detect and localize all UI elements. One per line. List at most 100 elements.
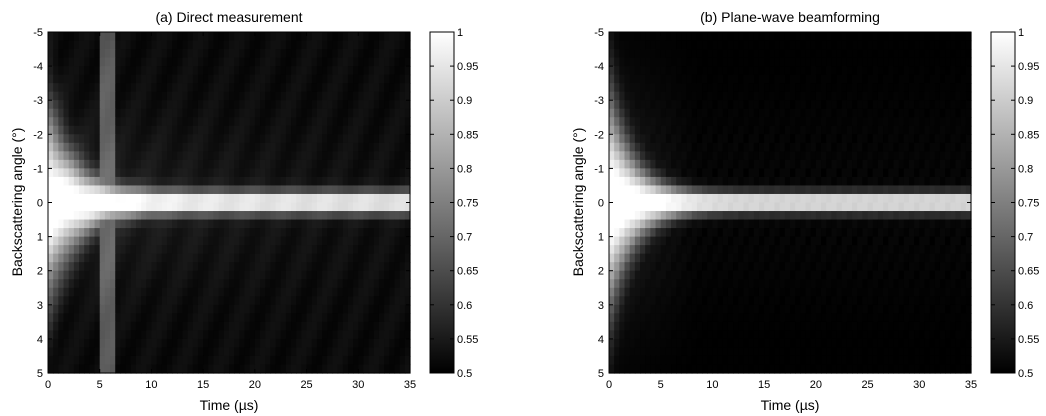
heatmap-cell bbox=[650, 168, 657, 178]
heatmap-cell bbox=[156, 304, 163, 314]
heatmap-cell bbox=[347, 193, 354, 204]
heatmap-cell bbox=[877, 74, 884, 84]
heatmap-cell bbox=[58, 32, 65, 42]
heatmap-cell bbox=[919, 211, 926, 221]
heatmap-cell bbox=[769, 117, 776, 127]
heatmap-cell bbox=[322, 338, 328, 349]
heatmap-cell bbox=[696, 83, 703, 93]
heatmap-cell bbox=[378, 193, 385, 204]
heatmap-cell bbox=[254, 117, 261, 127]
heatmap-cell bbox=[821, 228, 827, 238]
heatmap-cell bbox=[192, 245, 199, 255]
heatmap-cell bbox=[368, 91, 375, 101]
heatmap-cell bbox=[104, 202, 111, 212]
heatmap-cell bbox=[965, 202, 972, 212]
heatmap-cell bbox=[676, 228, 682, 238]
heatmap-cell bbox=[187, 304, 194, 314]
heatmap-cell bbox=[368, 125, 375, 135]
heatmap-cell bbox=[815, 151, 822, 161]
heatmap-cell bbox=[192, 304, 199, 314]
heatmap-cell bbox=[280, 176, 287, 187]
heatmap-cell bbox=[394, 193, 401, 204]
heatmap-cell bbox=[384, 91, 390, 101]
heatmap-cell bbox=[229, 100, 235, 110]
heatmap-cell bbox=[115, 253, 121, 263]
heatmap-cell bbox=[955, 74, 962, 84]
heatmap-cell bbox=[342, 262, 349, 272]
heatmap-cell bbox=[104, 125, 111, 135]
heatmap-cell bbox=[774, 125, 781, 135]
heatmap-cell bbox=[404, 253, 411, 263]
heatmap-cell bbox=[332, 211, 339, 221]
heatmap-cell bbox=[353, 142, 359, 152]
heatmap-cell bbox=[203, 270, 209, 280]
heatmap-cell bbox=[769, 49, 776, 59]
heatmap-cell bbox=[68, 313, 75, 323]
heatmap-cell bbox=[939, 83, 946, 93]
heatmap-cell bbox=[89, 142, 96, 152]
heatmap-cell bbox=[867, 40, 874, 50]
heatmap-cell bbox=[908, 83, 915, 93]
heatmap-cell bbox=[779, 100, 786, 110]
heatmap-cell bbox=[888, 117, 895, 127]
heatmap-cell bbox=[316, 74, 323, 84]
heatmap-cell bbox=[89, 262, 96, 272]
heatmap-cell bbox=[104, 279, 111, 289]
heatmap-cell bbox=[836, 125, 843, 135]
heatmap-cell bbox=[177, 270, 184, 280]
heatmap-cell bbox=[306, 142, 313, 152]
heatmap-cell bbox=[795, 168, 801, 178]
heatmap-cell bbox=[368, 347, 375, 357]
heatmap-cell bbox=[197, 125, 204, 135]
heatmap-cell bbox=[270, 185, 277, 195]
heatmap-cell bbox=[903, 151, 910, 161]
heatmap-cell bbox=[223, 57, 230, 67]
heatmap-cell bbox=[203, 108, 209, 118]
heatmap-cell bbox=[955, 228, 962, 238]
heatmap-cell bbox=[898, 74, 905, 84]
heatmap-cell bbox=[161, 202, 168, 212]
heatmap-cell bbox=[151, 142, 158, 152]
heatmap-cell bbox=[914, 108, 920, 118]
heatmap-cell bbox=[743, 279, 750, 289]
heatmap-cell bbox=[795, 253, 801, 263]
heatmap-cell bbox=[182, 168, 189, 178]
heatmap-cell bbox=[275, 321, 282, 331]
heatmap-cell bbox=[192, 108, 199, 118]
heatmap-cell bbox=[660, 125, 667, 135]
heatmap-cell bbox=[743, 211, 750, 221]
heatmap-cell bbox=[640, 117, 646, 127]
heatmap-cell bbox=[53, 330, 59, 340]
heatmap-cell bbox=[177, 330, 184, 340]
heatmap-cell bbox=[135, 211, 142, 221]
heatmap-cell bbox=[645, 245, 651, 255]
heatmap-cell bbox=[394, 159, 401, 170]
heatmap-cell bbox=[244, 262, 251, 272]
heatmap-cell bbox=[270, 57, 277, 67]
heatmap-cell bbox=[950, 211, 957, 221]
heatmap-cell bbox=[270, 134, 277, 144]
heatmap-cell bbox=[758, 279, 765, 289]
heatmap-cell bbox=[862, 91, 869, 101]
heatmap-cell bbox=[399, 321, 406, 331]
heatmap-cell bbox=[836, 202, 843, 212]
heatmap-cell bbox=[68, 296, 75, 306]
heatmap-cell bbox=[707, 83, 714, 93]
heatmap-cell bbox=[89, 296, 96, 306]
heatmap-cell bbox=[125, 219, 132, 229]
heatmap-cell bbox=[691, 228, 698, 238]
heatmap-cell bbox=[177, 176, 184, 187]
heatmap-cell bbox=[738, 228, 745, 238]
heatmap-cell bbox=[748, 202, 755, 212]
heatmap-cell bbox=[857, 262, 863, 272]
heatmap-cell bbox=[665, 40, 672, 50]
heatmap-cell bbox=[955, 219, 962, 229]
heatmap-cell bbox=[48, 330, 54, 340]
heatmap-cell bbox=[368, 49, 375, 59]
heatmap-cell bbox=[322, 32, 328, 42]
heatmap-cell bbox=[748, 168, 755, 178]
heatmap-cell bbox=[218, 66, 225, 76]
heatmap-cell bbox=[223, 304, 230, 314]
heatmap-cell bbox=[671, 74, 677, 84]
heatmap-cell bbox=[135, 108, 142, 118]
